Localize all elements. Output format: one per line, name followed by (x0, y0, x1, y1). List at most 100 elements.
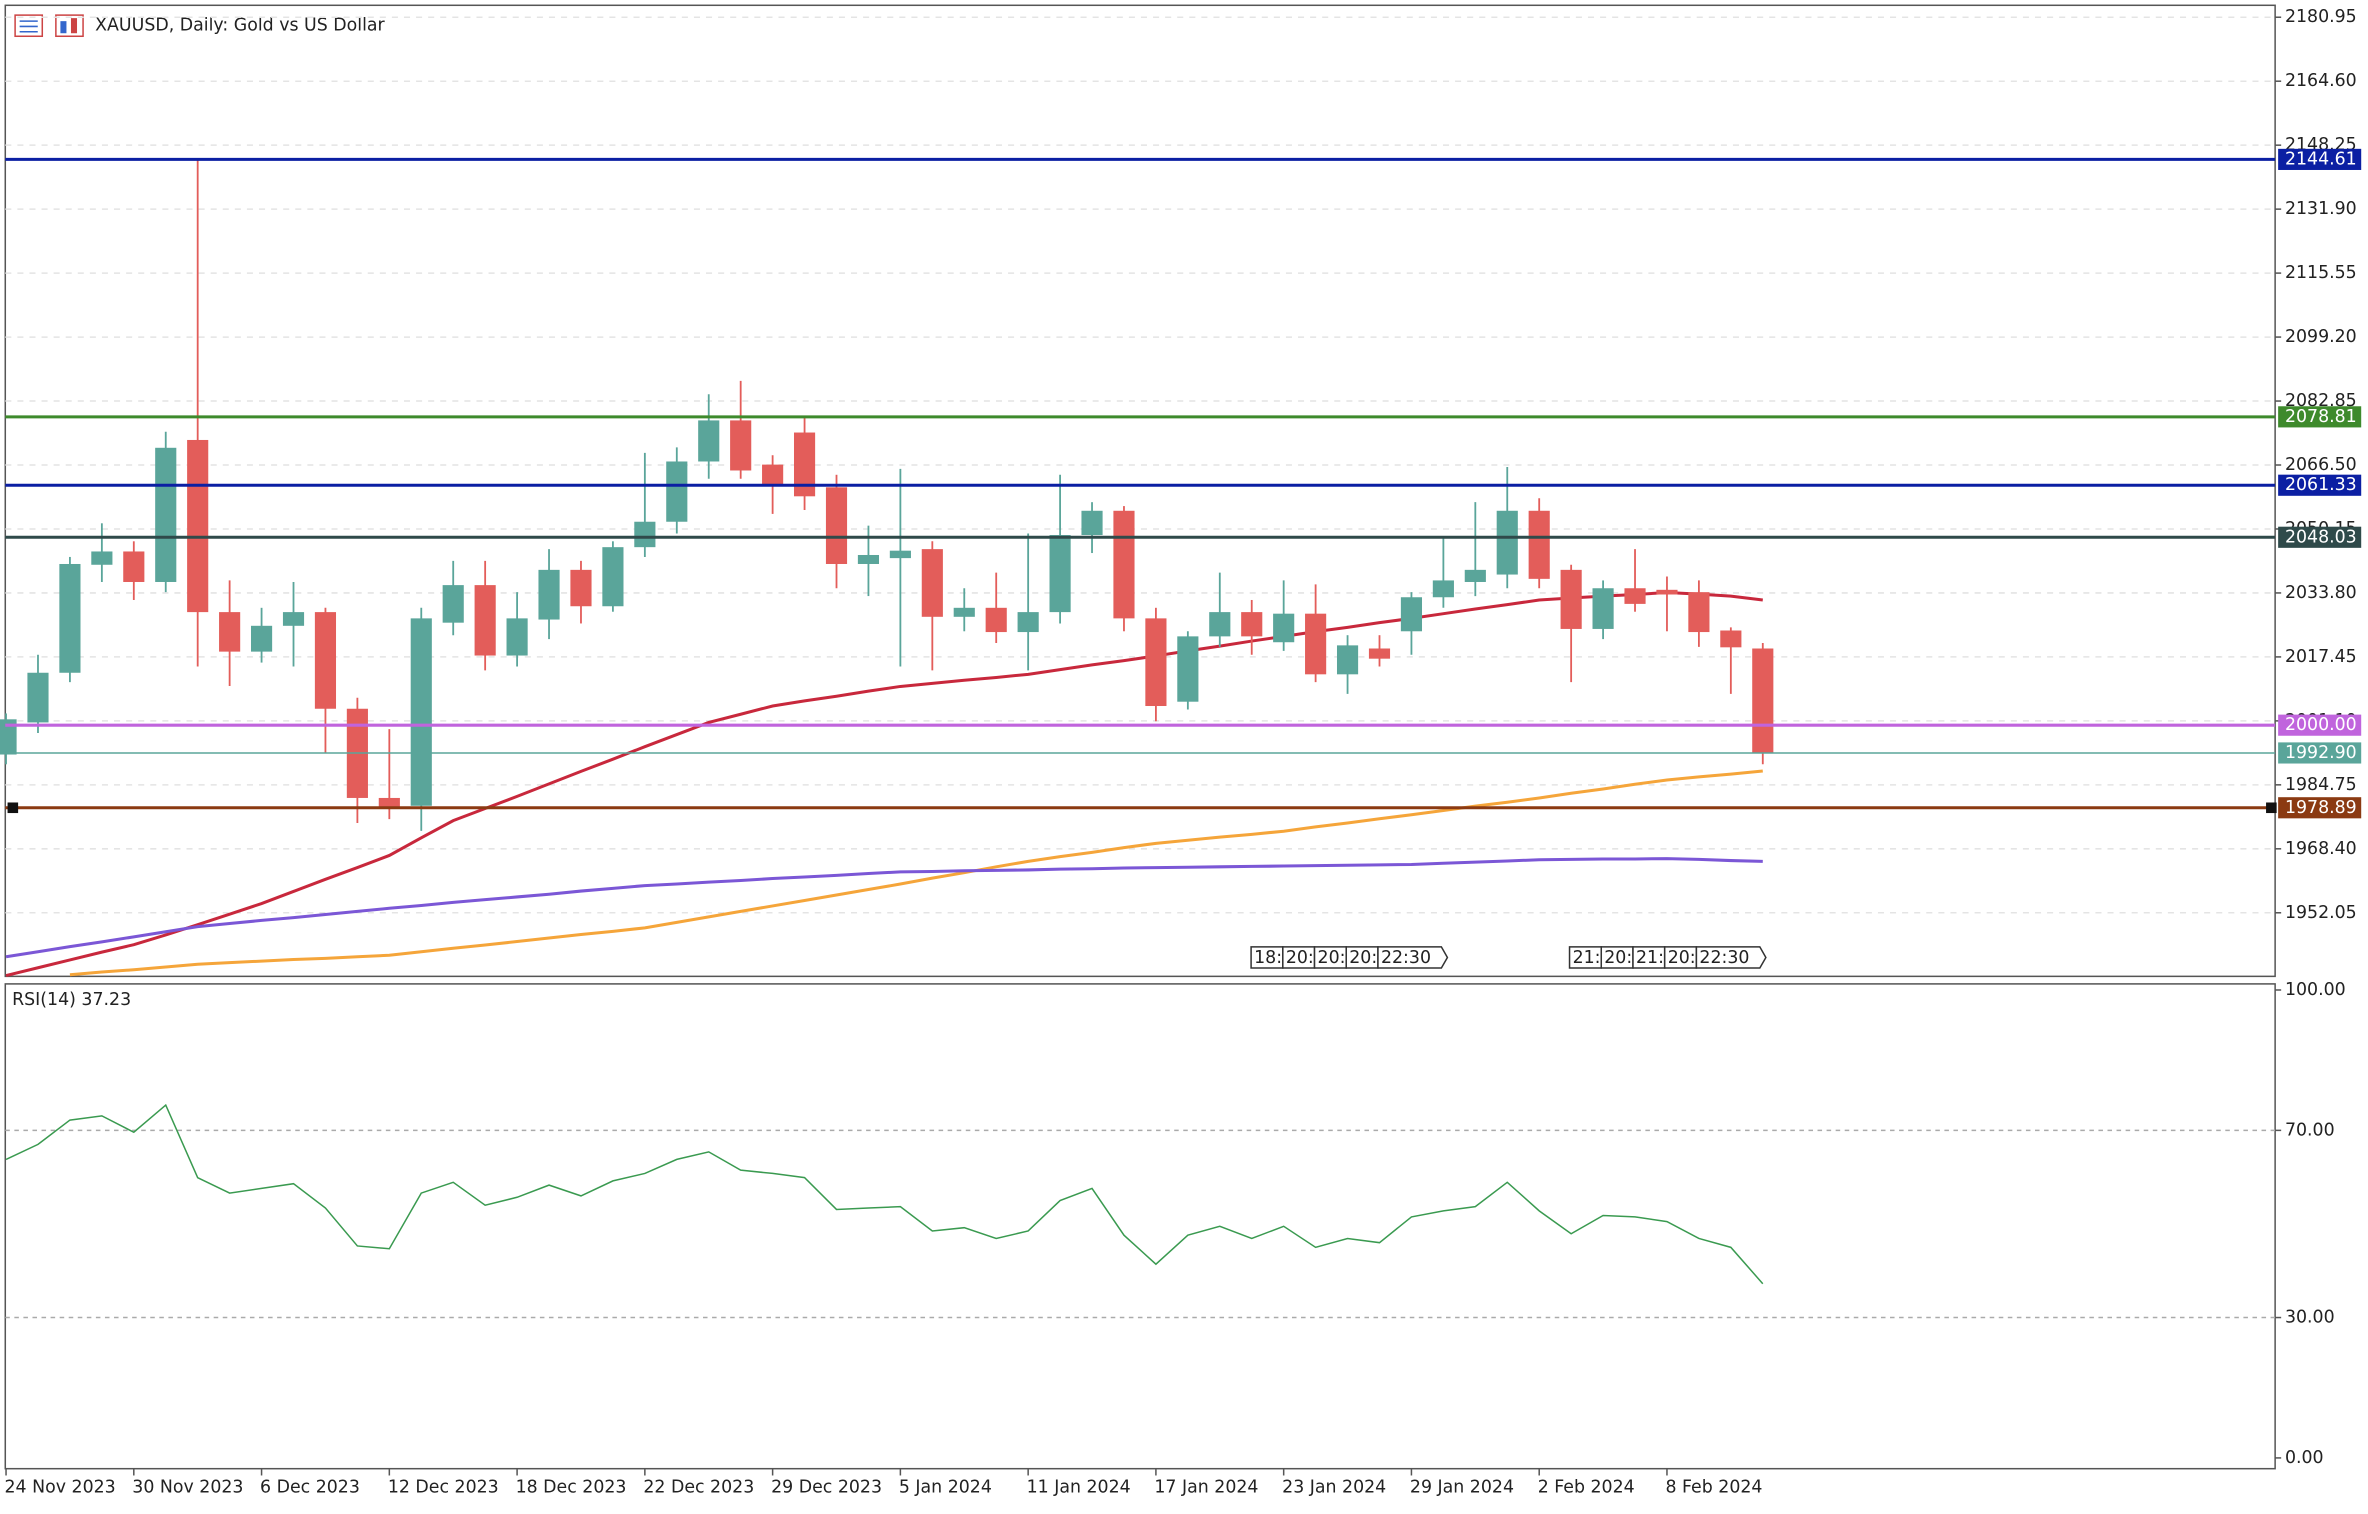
x-tick-label: 24 Nov 2023 (5, 1478, 116, 1498)
candle-body (1400, 597, 1423, 632)
moving-average (69, 769, 1763, 977)
level-anchor (2266, 802, 2277, 814)
y-tick-label: 30.00 (2285, 1308, 2335, 1328)
candle-body (282, 612, 305, 626)
x-tick-label: 18 Dec 2023 (516, 1478, 627, 1498)
candle-body (634, 521, 656, 548)
candle-body (59, 563, 81, 673)
y-tick-label: 2082.85 (2285, 391, 2357, 411)
y-tick-label: 1952.05 (2285, 903, 2357, 923)
candle-body (155, 447, 177, 582)
x-tick-label: 23 Jan 2024 (1282, 1478, 1386, 1498)
moving-average (5, 857, 1763, 959)
x-tick-label: 6 Dec 2023 (260, 1478, 360, 1498)
candle-body (793, 432, 816, 497)
candle-body (1241, 612, 1263, 637)
x-tick-label: 17 Jan 2024 (1154, 1478, 1258, 1498)
candle-body (1113, 510, 1135, 619)
candle-body (666, 461, 688, 522)
candle-body (1592, 588, 1614, 629)
chart-title: XAUUSD, Daily: Gold vs US Dollar (95, 16, 385, 36)
price-tag-label: 1978.89 (2285, 798, 2357, 818)
y-tick-label: 70.00 (2285, 1120, 2335, 1140)
y-tick-label: 1984.75 (2285, 775, 2357, 795)
candle-body (1049, 535, 1071, 613)
y-tick-label: 2066.50 (2285, 455, 2357, 475)
rsi-line (5, 1103, 1764, 1285)
candle-body (91, 551, 113, 565)
session-marker-label: 20: (1318, 948, 1346, 968)
candle-body (442, 585, 464, 623)
price-tag-label: 2144.61 (2285, 149, 2357, 169)
candle-body (1081, 510, 1103, 536)
chart-icons (14, 14, 84, 38)
price-tag-label: 2048.03 (2285, 527, 2357, 547)
candle-body (250, 625, 273, 652)
y-tick-label: 2033.80 (2285, 583, 2357, 603)
candle-body (1305, 613, 1327, 675)
session-marker-label: 20: (1286, 948, 1314, 968)
session-marker-label: 20: (1604, 948, 1632, 968)
candle-body (602, 547, 624, 607)
price-tag (2278, 474, 2362, 496)
candle-body (1368, 648, 1391, 659)
x-tick-label: 5 Jan 2024 (899, 1478, 992, 1498)
session-marker-label: 20: (1668, 948, 1696, 968)
rsi-panel (4, 983, 2276, 1470)
session-marker-label: 21: (1636, 948, 1664, 968)
candle-body (506, 618, 528, 656)
candle-body (825, 487, 848, 564)
candle-body (474, 585, 496, 656)
price-tag-label: 1992.90 (2285, 743, 2357, 763)
session-marker-label: 21: (1573, 948, 1601, 968)
candle-body (1464, 569, 1486, 582)
candle-body (1624, 588, 1646, 604)
candle-body (1273, 613, 1295, 643)
price-tag (2278, 148, 2362, 170)
candle-body (1145, 618, 1167, 707)
price-tag (2278, 526, 2362, 548)
candle-body (1720, 630, 1742, 648)
x-tick-label: 29 Jan 2024 (1410, 1478, 1514, 1498)
candle-body (857, 554, 880, 564)
rsi-title: RSI(14) 37.23 (12, 990, 131, 1010)
y-tick-label: 2164.60 (2285, 71, 2357, 91)
candle-body (889, 550, 911, 559)
candle-body (1496, 510, 1518, 575)
session-marker-label: 22:30 (1381, 948, 1431, 968)
session-marker (1377, 946, 1449, 969)
candle-body (1209, 612, 1231, 637)
x-tick-label: 8 Feb 2024 (1665, 1478, 1762, 1498)
candle-body (921, 549, 943, 617)
x-tick-label: 30 Nov 2023 (132, 1478, 243, 1498)
candle-body (1528, 510, 1550, 579)
candle-body (1017, 612, 1039, 633)
x-tick-label: 12 Dec 2023 (388, 1478, 499, 1498)
candle-body (570, 569, 592, 607)
candle-body (1560, 569, 1582, 629)
candle-body (410, 618, 432, 806)
candle-body (27, 672, 49, 723)
y-tick-label: 2017.45 (2285, 647, 2357, 667)
session-marker (1695, 946, 1767, 969)
icon (60, 21, 67, 34)
moving-average (5, 591, 1763, 978)
candle-body (1177, 636, 1199, 702)
x-tick-label: 29 Dec 2023 (771, 1478, 882, 1498)
session-marker-label: 20: (1349, 948, 1377, 968)
candle-body (762, 464, 784, 486)
y-tick-label: 0.00 (2285, 1448, 2324, 1468)
candle-body (123, 551, 145, 582)
candle-body (187, 439, 209, 613)
candle-body (314, 612, 337, 709)
price-tag (2278, 714, 2362, 736)
candle-body (1656, 589, 1678, 595)
y-tick-label: 1968.40 (2285, 839, 2357, 859)
candle-body (0, 719, 17, 755)
y-tick-label: 2115.55 (2285, 263, 2357, 283)
candle-body (730, 420, 752, 471)
candle-body (219, 612, 241, 652)
